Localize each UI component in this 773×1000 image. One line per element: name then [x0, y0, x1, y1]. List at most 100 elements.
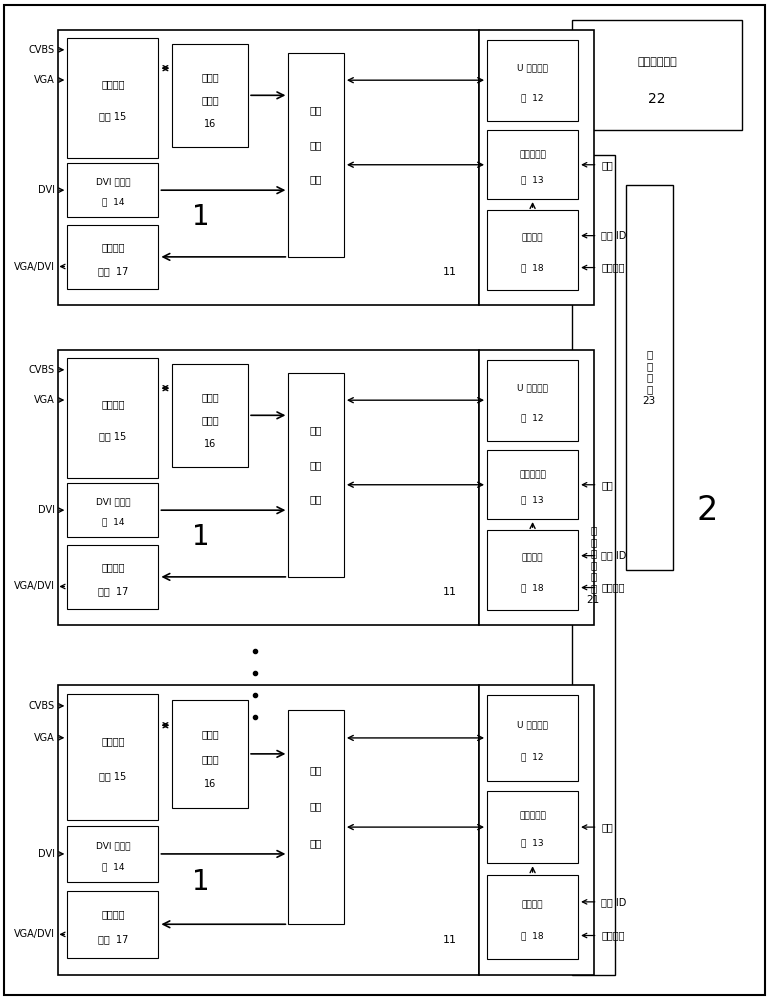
Text: DVI 接收模: DVI 接收模 [96, 498, 130, 507]
Text: 22: 22 [649, 92, 666, 106]
Bar [67, 826, 158, 882]
Text: DVI: DVI [38, 849, 55, 859]
Bar [172, 700, 248, 808]
Text: 11: 11 [443, 935, 457, 945]
Bar [626, 185, 673, 570]
Text: 16: 16 [204, 119, 216, 129]
Bar [487, 210, 578, 290]
Text: 图像: 图像 [310, 765, 322, 775]
Text: 模块 15: 模块 15 [99, 111, 127, 121]
Text: 块  14: 块 14 [101, 862, 124, 871]
Text: 控
制
总
线
接
口
21: 控 制 总 线 接 口 21 [587, 525, 600, 605]
Text: 块  14: 块 14 [101, 197, 124, 206]
Bar [487, 695, 578, 781]
Text: 图像缩: 图像缩 [202, 729, 219, 739]
Text: 模块 15: 模块 15 [99, 431, 127, 441]
Text: 模块  17: 模块 17 [97, 586, 128, 596]
Bar [58, 685, 479, 975]
Text: 图像缩: 图像缩 [202, 72, 219, 82]
Text: 图像解码: 图像解码 [101, 737, 124, 747]
Text: U 盘控制模: U 盘控制模 [517, 721, 548, 730]
Text: 控制信号: 控制信号 [601, 931, 625, 941]
Text: 模块  17: 模块 17 [97, 934, 128, 944]
Text: 16: 16 [204, 779, 216, 789]
Bar [487, 450, 578, 519]
Text: 图像输出: 图像输出 [101, 242, 124, 252]
Text: 设备 ID: 设备 ID [601, 231, 627, 241]
Bar [58, 350, 479, 625]
Text: 块  13: 块 13 [521, 839, 544, 848]
Text: VGA/DVI: VGA/DVI [14, 929, 55, 939]
Text: VGA/DVI: VGA/DVI [14, 262, 55, 272]
Bar [487, 530, 578, 610]
Text: 模块: 模块 [310, 495, 322, 505]
Bar [67, 225, 158, 289]
Text: VGA: VGA [34, 733, 55, 743]
Bar [172, 364, 248, 467]
Text: 块  12: 块 12 [521, 414, 544, 423]
Text: CVBS: CVBS [29, 365, 55, 375]
Bar [487, 40, 578, 121]
Text: 1: 1 [192, 868, 209, 896]
Bar [67, 694, 158, 820]
Text: 1: 1 [192, 523, 209, 551]
Bar [487, 791, 578, 863]
Bar [288, 710, 344, 924]
Text: 块  14: 块 14 [101, 517, 124, 526]
Text: 图像缩: 图像缩 [202, 392, 219, 402]
Text: U 盘控制模: U 盘控制模 [517, 384, 548, 393]
Text: 模块: 模块 [310, 175, 322, 185]
Text: 块  13: 块 13 [521, 175, 544, 184]
Bar [67, 358, 158, 478]
Text: 图像输出: 图像输出 [101, 909, 124, 919]
Bar [572, 20, 742, 130]
Bar [487, 875, 578, 959]
Text: 图像输出: 图像输出 [101, 562, 124, 572]
Text: 放模块: 放模块 [202, 95, 219, 105]
Text: DVI: DVI [38, 505, 55, 515]
Text: 叠加: 叠加 [310, 140, 322, 150]
Text: 图像解码: 图像解码 [101, 79, 124, 89]
Text: CVBS: CVBS [29, 45, 55, 55]
Bar [288, 373, 344, 577]
Text: 电源: 电源 [601, 160, 613, 170]
Text: 11: 11 [443, 587, 457, 597]
Text: 放模块: 放模块 [202, 415, 219, 425]
Text: 2: 2 [696, 493, 718, 526]
Bar [479, 30, 594, 305]
Text: 图像: 图像 [310, 425, 322, 435]
Text: 模块  17: 模块 17 [97, 266, 128, 276]
Text: 块  18: 块 18 [521, 583, 544, 592]
Text: DVI 接收模: DVI 接收模 [96, 841, 130, 850]
Bar [572, 155, 615, 975]
Text: VGA: VGA [34, 395, 55, 405]
Text: 微控制模: 微控制模 [522, 900, 543, 909]
Text: U 盘控制模: U 盘控制模 [517, 64, 548, 73]
Text: 块  12: 块 12 [521, 752, 544, 761]
Text: 设备 ID: 设备 ID [601, 897, 627, 907]
Bar [67, 891, 158, 958]
Text: 电
源
接
口
23: 电 源 接 口 23 [642, 349, 656, 406]
Text: 叠加: 叠加 [310, 801, 322, 811]
Bar [172, 44, 248, 147]
Bar [67, 545, 158, 608]
Bar [67, 38, 158, 158]
Text: 电源: 电源 [601, 480, 613, 490]
Bar [58, 30, 479, 305]
Text: 控制信号: 控制信号 [601, 583, 625, 593]
Bar [67, 483, 158, 537]
Bar [288, 53, 344, 257]
Text: 放模块: 放模块 [202, 754, 219, 764]
Text: 块  12: 块 12 [521, 94, 544, 103]
Text: 模块: 模块 [310, 838, 322, 848]
Bar [479, 350, 594, 625]
Text: VGA: VGA [34, 75, 55, 85]
Text: 闪存控制模: 闪存控制模 [519, 812, 546, 821]
Text: 11: 11 [443, 267, 457, 277]
Text: 1: 1 [192, 203, 209, 231]
Text: 16: 16 [204, 439, 216, 449]
Text: 块  13: 块 13 [521, 495, 544, 504]
Text: 控制信号: 控制信号 [601, 263, 625, 273]
Text: 闪存控制模: 闪存控制模 [519, 470, 546, 479]
Bar [67, 163, 158, 217]
